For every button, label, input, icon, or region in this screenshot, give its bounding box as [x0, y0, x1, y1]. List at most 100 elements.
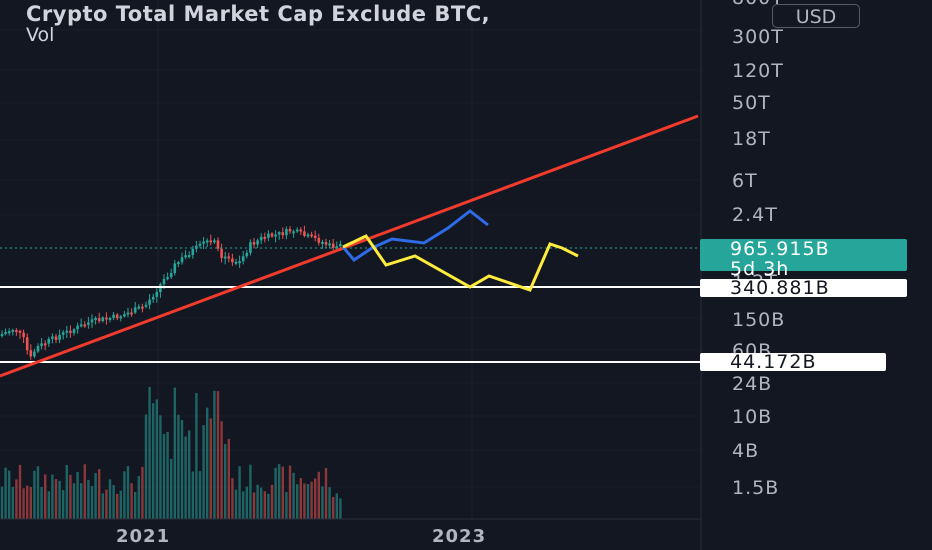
candle-body: [76, 325, 79, 330]
volume-bar: [108, 479, 112, 519]
volume-bar: [281, 466, 284, 519]
price-tick: 2.4T: [732, 204, 778, 226]
candle-body: [277, 232, 281, 235]
candle-body: [115, 314, 119, 319]
candle-body: [112, 314, 115, 318]
candle-body: [47, 338, 51, 344]
candle-body: [299, 229, 303, 232]
volume-bar: [274, 467, 277, 519]
candle-body: [285, 228, 288, 236]
candle-body: [306, 234, 310, 237]
volume-bar: [227, 438, 230, 519]
volume-bar: [101, 493, 104, 519]
volume-bar: [317, 471, 320, 519]
volume-bar: [267, 493, 270, 519]
candle-body: [137, 306, 141, 309]
volume-bar: [65, 464, 68, 519]
candle-body: [180, 257, 184, 263]
volume-bar: [123, 471, 126, 519]
candle-body: [288, 228, 292, 232]
candle-body: [148, 299, 151, 305]
volume-bar: [116, 493, 119, 519]
candle-body: [119, 316, 123, 319]
price-tick: 300T: [732, 26, 784, 48]
candle-body: [155, 291, 159, 297]
candle-body: [339, 243, 342, 247]
volume-bar: [220, 421, 223, 519]
price-tick: 150B: [732, 309, 786, 331]
projection-yellow[interactable]: [342, 234, 579, 292]
volume-bar: [324, 468, 328, 519]
candle-body: [141, 306, 144, 309]
grid: [157, 0, 473, 519]
current-price-tag[interactable]: 965.915B 5d 3h: [700, 239, 907, 279]
candle-body: [241, 256, 245, 262]
candle-body: [281, 232, 285, 236]
volume-bar: [321, 486, 324, 519]
candle-body: [223, 256, 227, 259]
volume-bar: [303, 483, 306, 519]
candle-body: [87, 322, 90, 325]
candle-body: [79, 324, 83, 327]
volume-bar: [170, 458, 173, 519]
projection-blue[interactable]: [341, 209, 489, 262]
time-tick: 2023: [432, 526, 487, 547]
candle-body: [65, 330, 69, 333]
volume-bar: [209, 418, 212, 519]
candle-body: [328, 243, 331, 246]
candle-body: [198, 243, 202, 246]
volume-bar: [40, 486, 43, 519]
candle-body: [33, 351, 36, 357]
candle-body: [22, 332, 25, 338]
candle-body: [220, 248, 223, 258]
volume-bar: [22, 488, 25, 519]
candle-body: [331, 243, 335, 248]
candle-body: [126, 312, 130, 315]
volume-bar: [292, 472, 295, 519]
volume-bar: [242, 491, 245, 519]
candle-body: [40, 343, 43, 347]
volume-bar: [249, 464, 252, 519]
chart-title: Crypto Total Market Cap Exclude BTC,: [26, 2, 491, 26]
level-tag-lower[interactable]: 44.172B: [700, 353, 886, 372]
volume-bar: [202, 425, 205, 519]
volume-bar: [198, 471, 202, 519]
volume-bar: [263, 491, 266, 519]
volume-bar: [119, 490, 122, 519]
candle-body: [54, 336, 58, 340]
volume-bar: [173, 387, 176, 519]
candle-body: [310, 234, 313, 237]
candle-body: [11, 329, 15, 332]
candle-body: [169, 273, 173, 278]
candle-body: [303, 231, 306, 236]
volume-bar: [152, 403, 155, 519]
volume-bar: [47, 491, 50, 519]
volume-bar: [58, 480, 61, 519]
level-tag-upper[interactable]: 340.881B: [700, 279, 907, 298]
candle-body: [36, 346, 40, 352]
volume-bar: [180, 420, 184, 519]
currency-button[interactable]: USD: [772, 4, 860, 28]
volume-bar: [144, 414, 148, 519]
volume-bar: [332, 496, 335, 519]
volume-bar: [191, 471, 194, 519]
volume-bar: [213, 390, 216, 519]
volume-bar: [231, 478, 234, 519]
volume-bar: [36, 466, 40, 519]
volume-bar: [137, 475, 140, 519]
candle-body: [130, 312, 133, 315]
volume-bar: [33, 470, 36, 519]
price-tick: 120T: [732, 60, 784, 82]
candle-body: [249, 242, 252, 253]
trendline[interactable]: [0, 114, 699, 378]
candle-body: [162, 279, 166, 285]
candle-body: [227, 256, 231, 259]
candle-body: [231, 258, 234, 263]
volume-bar: [72, 483, 76, 519]
candle-body: [234, 261, 238, 264]
volume-bar: [148, 386, 151, 519]
volume-bar: [105, 489, 108, 519]
volume-bar: [238, 466, 241, 519]
candle-body: [324, 241, 328, 245]
